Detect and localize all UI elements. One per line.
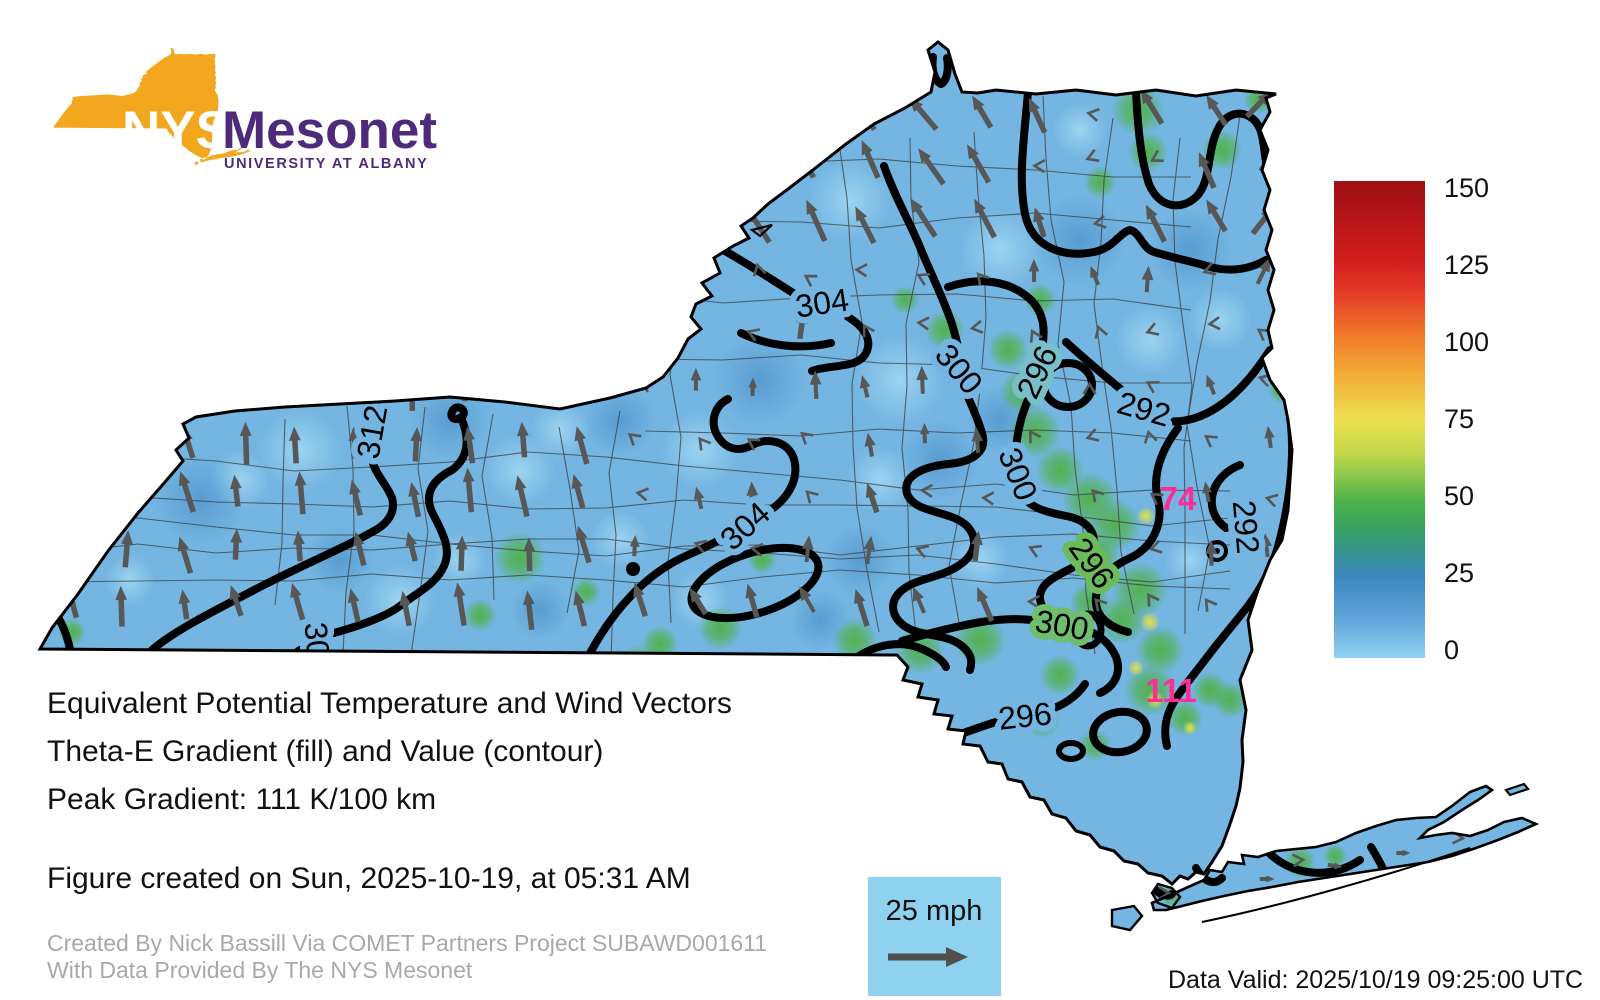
colorbar-tick-label: 125 xyxy=(1444,250,1489,280)
wind-legend-box xyxy=(868,877,1001,996)
peak-gradient-text: Peak Gradient: 111 K/100 km xyxy=(47,783,436,816)
peak-gradient-value-label: 74 xyxy=(1160,480,1197,517)
wind-legend-arrow-icon xyxy=(888,947,968,967)
colorbar-tick-label: 0 xyxy=(1444,635,1459,665)
logo-text-mesonet: Mesonet xyxy=(222,101,437,160)
data-valid-text: Data Valid: 2025/10/19 09:25:00 UTC xyxy=(1168,966,1583,994)
wind-speed-legend: 25 mph xyxy=(868,877,1001,996)
credit-line-1: Created By Nick Bassill Via COMET Partne… xyxy=(47,930,767,956)
nys-mesonet-logo: NYS Mesonet UNIVERSITY AT ALBANY xyxy=(53,47,437,172)
figure-subtitle: Theta-E Gradient (fill) and Value (conto… xyxy=(47,735,603,768)
colorbar-tick-label: 25 xyxy=(1444,558,1474,588)
credit-line-2: With Data Provided By The NYS Mesonet xyxy=(47,957,473,983)
contour-label: 304 xyxy=(793,281,851,324)
colorbar-tick-label: 75 xyxy=(1444,404,1474,434)
wind-legend-label: 25 mph xyxy=(886,895,983,927)
figure-title: Equivalent Potential Temperature and Win… xyxy=(47,687,732,720)
logo-text-tagline: UNIVERSITY AT ALBANY xyxy=(224,156,428,172)
colorbar-gradient xyxy=(1334,181,1425,658)
contour-label: 30 xyxy=(298,621,337,660)
colorbar-tick-label: 150 xyxy=(1444,173,1489,203)
figure-created-text: Figure created on Sun, 2025-10-19, at 05… xyxy=(47,862,691,895)
barrier-island-line xyxy=(1201,847,1471,923)
peak-gradient-value-label: 111 xyxy=(1145,672,1196,709)
colorbar-tick-label: 100 xyxy=(1444,327,1489,357)
contour-label: 296 xyxy=(997,695,1054,736)
colorbar: 150 125 100 75 50 25 0 xyxy=(1334,173,1489,665)
colorbar-tick-label: 50 xyxy=(1444,481,1474,511)
logo-text-nys: NYS xyxy=(122,101,231,160)
theta-e-gradient-fill xyxy=(58,84,1347,906)
contour-label: 292 xyxy=(1226,499,1267,555)
